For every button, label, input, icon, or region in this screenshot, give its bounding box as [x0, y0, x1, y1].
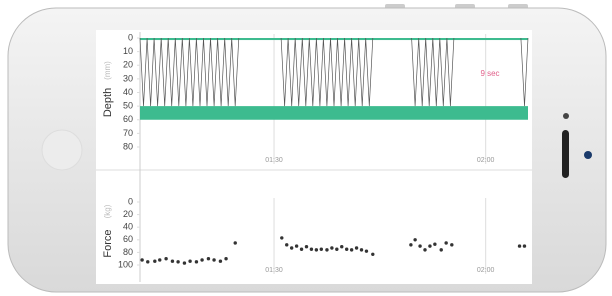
target-band: [140, 106, 528, 120]
home-button: [42, 130, 82, 170]
force-point: [171, 260, 174, 263]
y-tick-label: 60: [123, 114, 133, 124]
y-tick-label: 40: [123, 222, 133, 232]
force-point: [310, 248, 313, 251]
force-point: [140, 258, 143, 261]
y-tick-label: 10: [123, 46, 133, 56]
force-point: [176, 260, 179, 263]
screen: [96, 30, 532, 284]
y-tick-label: 80: [123, 247, 133, 257]
force-point: [413, 238, 416, 241]
force-point: [423, 248, 426, 251]
y-tick-label: 0: [128, 196, 133, 206]
force-point: [340, 245, 343, 248]
force-point: [330, 246, 333, 249]
y-axis-label: Depth: [102, 88, 114, 117]
force-point: [428, 244, 431, 247]
force-point: [518, 244, 521, 247]
force-point: [280, 236, 283, 239]
target-band: [140, 38, 528, 40]
force-point: [305, 245, 308, 248]
x-tick-label: 02:00: [477, 267, 495, 274]
force-point: [418, 244, 421, 247]
force-point: [188, 260, 191, 263]
y-axis-unit: (mm): [103, 61, 112, 80]
y-tick-label: 100: [118, 259, 133, 269]
y-tick-label: 20: [123, 60, 133, 70]
y-tick-label: 50: [123, 101, 133, 111]
force-point: [350, 248, 353, 251]
force-point: [146, 260, 149, 263]
camera: [563, 113, 569, 119]
force-point: [200, 258, 203, 261]
force-point: [325, 248, 328, 251]
force-point: [290, 246, 293, 249]
y-tick-label: 20: [123, 209, 133, 219]
force-point: [224, 257, 227, 260]
force-point: [195, 260, 198, 263]
force-point: [523, 244, 526, 247]
y-axis-label: Force: [102, 229, 114, 257]
sensor: [584, 151, 592, 159]
force-point: [285, 243, 288, 246]
force-point: [183, 261, 186, 264]
force-point: [371, 253, 374, 256]
force-point: [320, 248, 323, 251]
y-tick-label: 30: [123, 73, 133, 83]
force-point: [440, 248, 443, 251]
force-point: [164, 257, 167, 260]
force-point: [355, 246, 358, 249]
force-point: [158, 258, 161, 261]
force-point: [234, 241, 237, 244]
speaker: [562, 130, 569, 178]
force-point: [433, 243, 436, 246]
force-point: [335, 248, 338, 251]
screenshot: Depth (mm) 0 10 20 30 40 50 60 70 80 01:30 02:00 9 se…: [0, 0, 612, 296]
force-point: [365, 249, 368, 252]
force-point: [315, 248, 318, 251]
x-tick-label: 02:00: [477, 157, 495, 164]
x-tick-label: 01:30: [265, 157, 283, 164]
y-tick-label: 40: [123, 87, 133, 97]
y-tick-label: 70: [123, 128, 133, 138]
y-tick-label: 0: [128, 32, 133, 42]
force-point: [345, 248, 348, 251]
force-point: [212, 258, 215, 261]
annotation: 9 sec: [480, 69, 499, 78]
force-point: [295, 244, 298, 247]
force-point: [409, 243, 412, 246]
y-tick-label: 60: [123, 234, 133, 244]
force-point: [360, 248, 363, 251]
x-tick-label: 01:30: [265, 267, 283, 274]
y-axis-unit: (kg): [103, 204, 112, 218]
force-point: [153, 260, 156, 263]
force-point: [300, 248, 303, 251]
force-point: [207, 257, 210, 260]
y-tick-label: 80: [123, 141, 133, 151]
force-point: [444, 241, 447, 244]
force-point: [450, 243, 453, 246]
force-point: [219, 260, 222, 263]
